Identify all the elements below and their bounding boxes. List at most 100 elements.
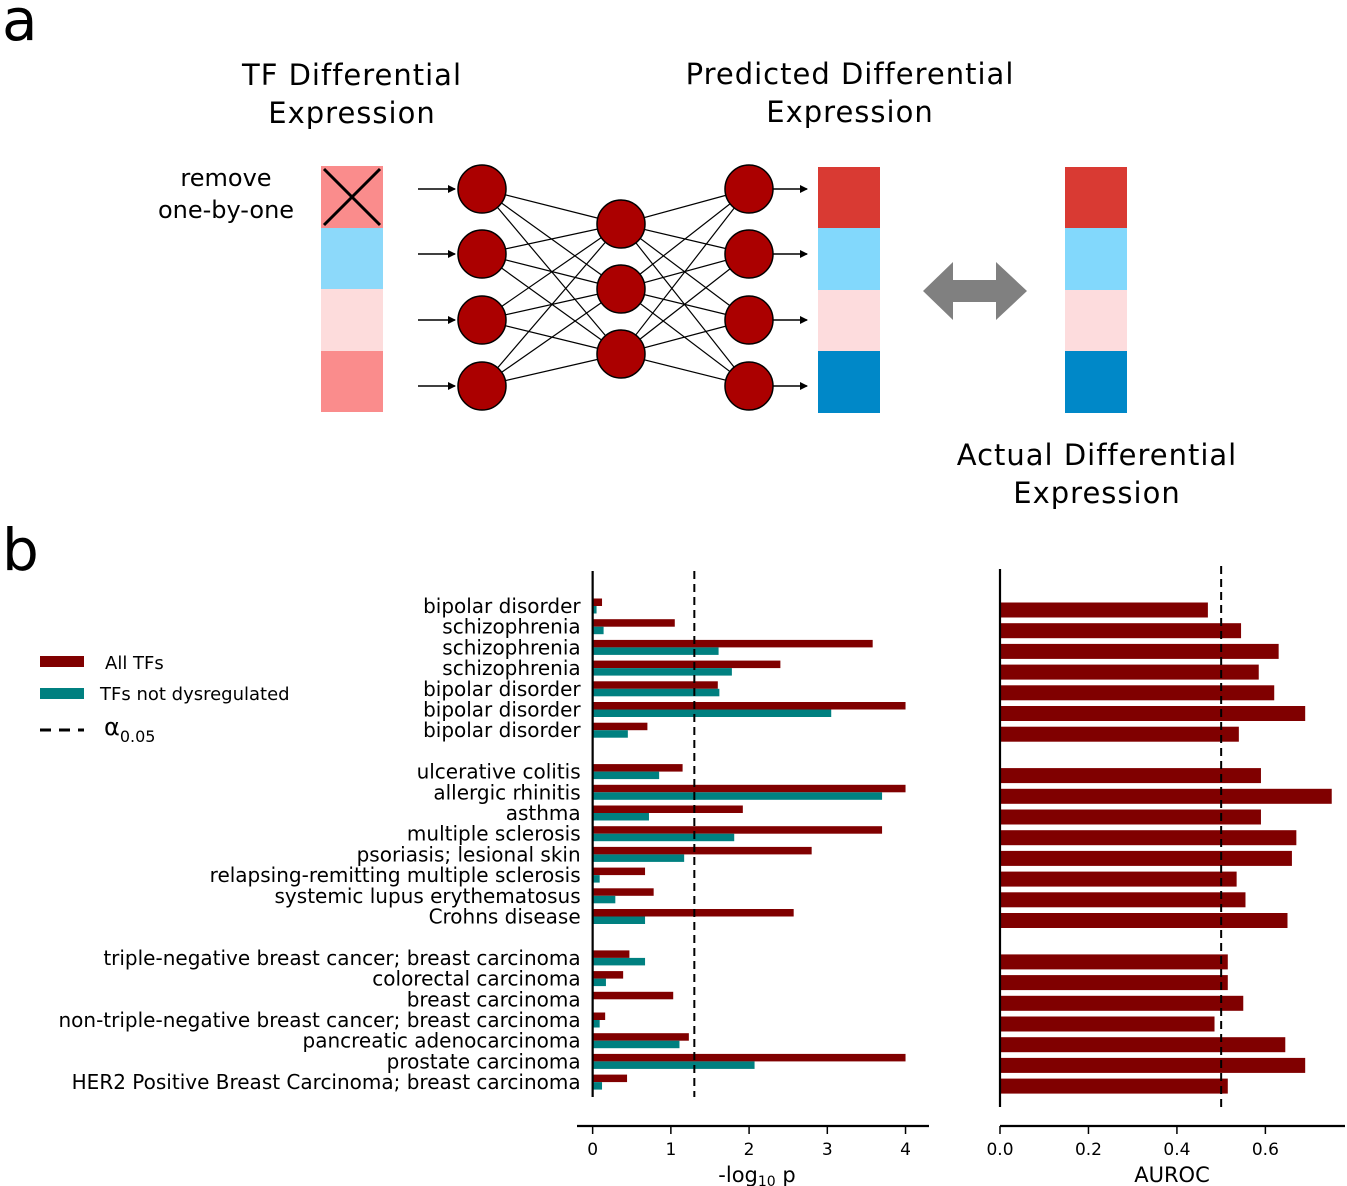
bar-not-dysregulated — [592, 813, 649, 821]
network-node — [596, 199, 646, 249]
bar-all-tfs — [592, 1053, 906, 1062]
input-cell-2 — [321, 228, 383, 289]
legend-label-all-tfs: All TFs — [105, 653, 164, 674]
predicted-cell-1 — [818, 167, 880, 228]
bar-all-tfs — [592, 826, 883, 834]
bar-auroc — [1000, 1078, 1228, 1094]
bar-not-dysregulated — [592, 688, 720, 697]
bar-not-dysregulated — [592, 978, 606, 987]
category-label: triple-negative breast cancer; breast ca… — [103, 946, 580, 970]
actual-title-line2: Expression — [1013, 476, 1180, 510]
bar-not-dysregulated — [592, 668, 732, 676]
category-label: ulcerative colitis — [417, 760, 581, 784]
bar-auroc — [1000, 643, 1279, 659]
neural-network-diagram — [418, 164, 808, 411]
bar-not-dysregulated — [592, 792, 883, 800]
category-label: colorectal carcinoma — [372, 967, 580, 991]
bar-all-tfs — [592, 888, 654, 896]
category-label: relapsing-remitting multiple sclerosis — [210, 863, 581, 887]
legend-swatch-all-tfs — [40, 656, 84, 667]
connection — [481, 223, 622, 321]
bar-auroc — [1000, 726, 1239, 742]
network-node — [457, 295, 507, 345]
bar-all-tfs — [592, 846, 812, 855]
bar-auroc — [1000, 685, 1275, 701]
network-node — [457, 229, 507, 279]
network-node — [596, 329, 646, 379]
bar-all-tfs — [592, 639, 873, 648]
category-label: bipolar disorder — [423, 718, 581, 742]
bar-all-tfs — [592, 784, 906, 793]
category-label: prostate carcinoma — [387, 1049, 581, 1073]
x-tick-label: 0.0 — [986, 1140, 1013, 1160]
x-tick-label: 1 — [665, 1140, 676, 1160]
panel-b: b All TFs TFs not dysregulated α0.05 bip… — [2, 516, 1345, 1186]
predicted-cell-4 — [818, 351, 880, 413]
panel-a: a TF Differential Expression Predicted D… — [2, 0, 1236, 510]
x-axis-label-left: -log10 p — [718, 1163, 795, 1186]
network-node — [457, 164, 507, 214]
input-cell-3 — [321, 289, 383, 351]
actual-cell-4 — [1065, 351, 1127, 413]
bar-all-tfs — [592, 619, 675, 627]
x-tick-label: 4 — [900, 1140, 911, 1160]
input-column — [321, 166, 383, 412]
bar-auroc — [1000, 954, 1228, 970]
bar-not-dysregulated — [592, 647, 719, 655]
bar-auroc — [1000, 871, 1237, 887]
category-label: Crohns disease — [429, 905, 581, 929]
bar-not-dysregulated — [592, 730, 628, 738]
bar-auroc — [1000, 913, 1288, 928]
bar-not-dysregulated — [592, 1040, 680, 1049]
auroc-bar-chart: 0.0 0.2 0.4 0.6 — [986, 566, 1345, 1160]
predicted-cell-2 — [818, 228, 880, 290]
bar-all-tfs — [592, 702, 906, 710]
legend-swatch-not-dysregulated — [40, 688, 84, 699]
bar-all-tfs — [592, 867, 646, 876]
panel-a-letter: a — [2, 0, 38, 54]
predicted-title-line1: Predicted Differential — [686, 57, 1015, 91]
bar-not-dysregulated — [592, 709, 832, 717]
connection — [481, 288, 622, 387]
panel-b-letter: b — [2, 516, 39, 584]
bar-all-tfs — [592, 1074, 628, 1083]
bar-not-dysregulated — [592, 1061, 755, 1069]
x-tick-label: 0 — [587, 1140, 598, 1160]
category-label: schizophrenia — [442, 635, 580, 659]
bar-auroc — [1000, 830, 1297, 846]
bar-all-tfs — [592, 598, 603, 606]
remove-label-line2: one-by-one — [158, 196, 294, 224]
category-label: multiple sclerosis — [407, 822, 581, 846]
compare-double-arrow-icon — [923, 262, 1027, 320]
bar-auroc — [1000, 664, 1259, 680]
bar-not-dysregulated — [592, 895, 616, 904]
category-label: systemic lupus erythematosus — [275, 884, 581, 908]
x-tick-label: 0.6 — [1252, 1140, 1279, 1160]
network-node — [457, 361, 507, 411]
bar-all-tfs — [592, 681, 718, 689]
x-tick-label: 2 — [744, 1140, 755, 1160]
network-node — [724, 164, 774, 214]
bar-all-tfs — [592, 1012, 606, 1020]
bar-not-dysregulated — [592, 833, 735, 842]
tf-title-line2: Expression — [268, 96, 435, 130]
bar-auroc — [1000, 602, 1208, 618]
network-node — [724, 361, 774, 411]
connection — [620, 253, 750, 355]
connection — [620, 188, 750, 355]
bar-auroc — [1000, 892, 1246, 908]
bar-all-tfs — [592, 971, 624, 979]
bar-all-tfs — [592, 950, 630, 958]
x-axis-label-right: AUROC — [1134, 1163, 1210, 1186]
bar-auroc — [1000, 706, 1306, 721]
category-label: pancreatic adenocarcinoma — [303, 1029, 581, 1053]
bar-all-tfs — [592, 909, 794, 917]
bar-not-dysregulated — [592, 1082, 603, 1090]
tf-title-line1: TF Differential — [241, 58, 462, 92]
actual-cell-3 — [1065, 290, 1127, 351]
predicted-cell-3 — [818, 290, 880, 351]
actual-cell-2 — [1065, 228, 1127, 290]
bar-not-dysregulated — [592, 957, 646, 966]
bar-auroc — [1000, 768, 1261, 784]
